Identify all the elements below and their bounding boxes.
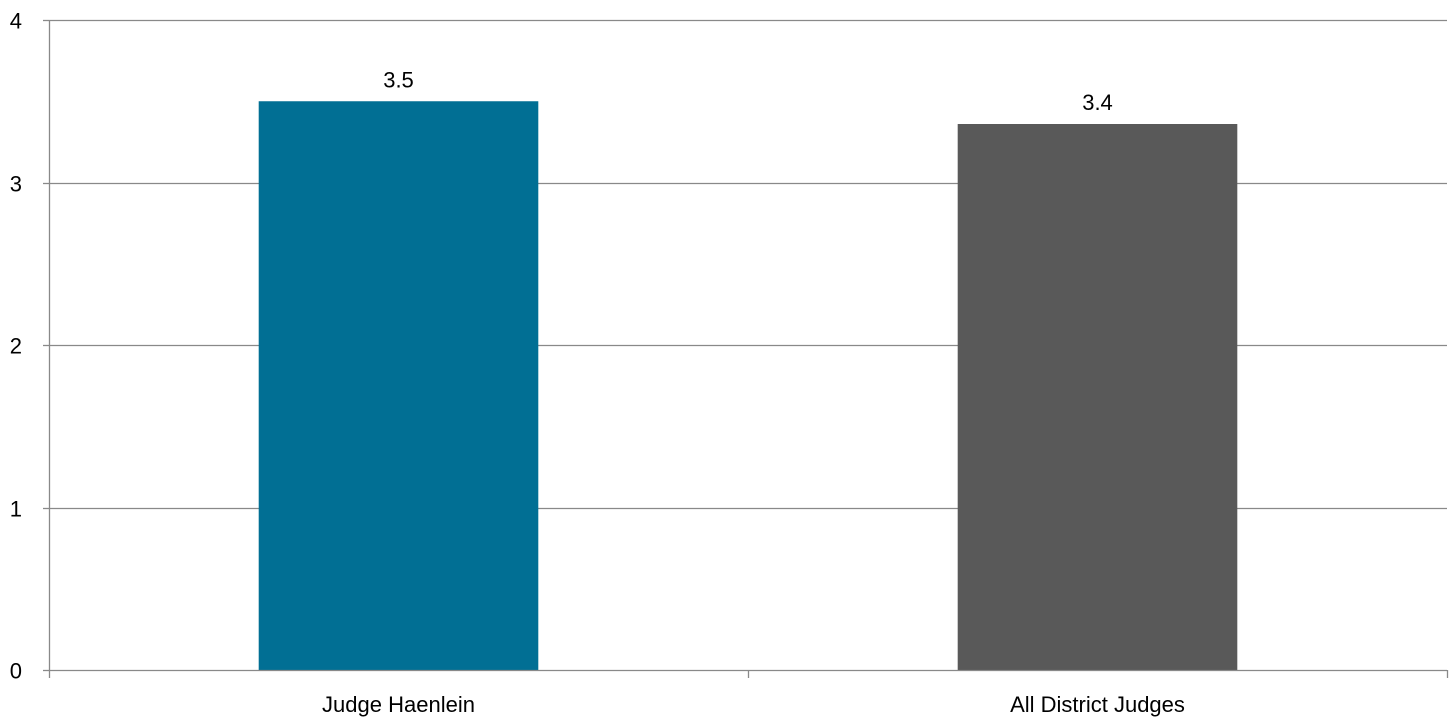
y-tick-label: 2 xyxy=(10,334,22,359)
data-label: 3.4 xyxy=(1082,90,1113,115)
y-tick-label: 1 xyxy=(10,497,22,522)
y-tick-label: 4 xyxy=(10,9,22,34)
x-tick-label: All District Judges xyxy=(1010,692,1185,717)
axes xyxy=(43,19,1449,678)
bar xyxy=(957,124,1238,670)
labels: 0 1 2 3 4 3.5 Judge Haenlein 3.4 All District Ju… xyxy=(10,9,1185,718)
x-tick-label: Judge Haenlein xyxy=(322,692,475,717)
bar xyxy=(258,101,539,670)
y-tick-label: 0 xyxy=(10,659,22,684)
y-tick-label: 3 xyxy=(10,172,22,197)
data-label: 3.5 xyxy=(383,67,414,92)
bars xyxy=(258,101,1238,670)
